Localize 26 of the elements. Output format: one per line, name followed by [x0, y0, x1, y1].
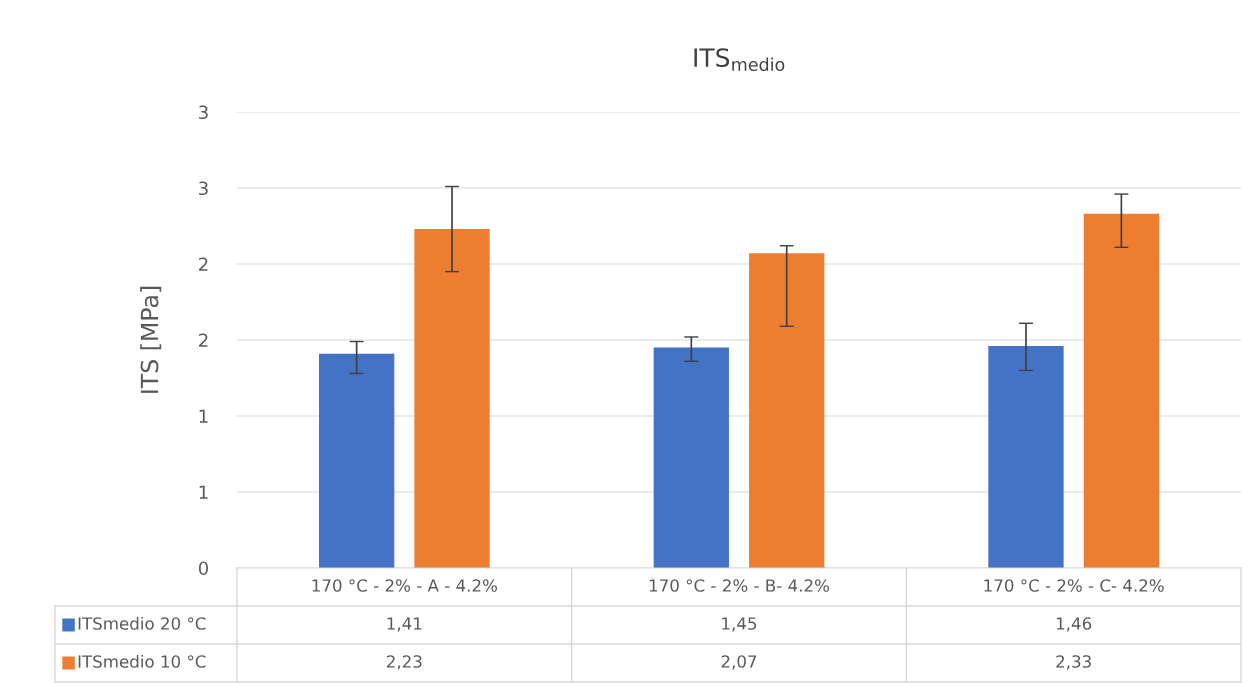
- bar: [653, 347, 729, 568]
- x-tick-label: 170 °C - 2% - C- 4.2%: [984, 579, 1164, 592]
- bar: [1083, 213, 1160, 568]
- y-tick-label: 0: [198, 561, 209, 576]
- bar: [414, 229, 490, 568]
- x-tick-label: 170 °C - 2% - A - 4.2%: [312, 579, 497, 592]
- data-label: 1,41: [387, 617, 422, 632]
- chart-title: ITS$_{medio}$: [694, 48, 785, 72]
- data-label: 1,46: [1056, 617, 1092, 632]
- y-tick-label: 1: [199, 409, 208, 423]
- x-tick-label: 170 °C - 2% - B- 4.2%: [649, 579, 829, 592]
- data-label: 1,45: [722, 617, 757, 632]
- y-tick-label: 1: [199, 485, 208, 499]
- data-label: 2,33: [1056, 655, 1091, 670]
- bar: [988, 346, 1064, 568]
- bar: [318, 353, 395, 568]
- data-label: 2,07: [721, 655, 757, 670]
- y-tick-label: 2: [199, 257, 208, 271]
- bar: [749, 253, 825, 568]
- y-tick-label: 2: [199, 333, 208, 347]
- y-tick-label: 3: [199, 181, 208, 196]
- data-label: 2,23: [387, 655, 422, 670]
- legend-label: ITSmedio 20 °C: [78, 616, 206, 630]
- legend-label: ITSmedio 10 °C: [78, 654, 206, 668]
- y-tick-label: 3: [199, 105, 208, 120]
- y-axis-title: ITS [MPa]: [140, 286, 162, 393]
